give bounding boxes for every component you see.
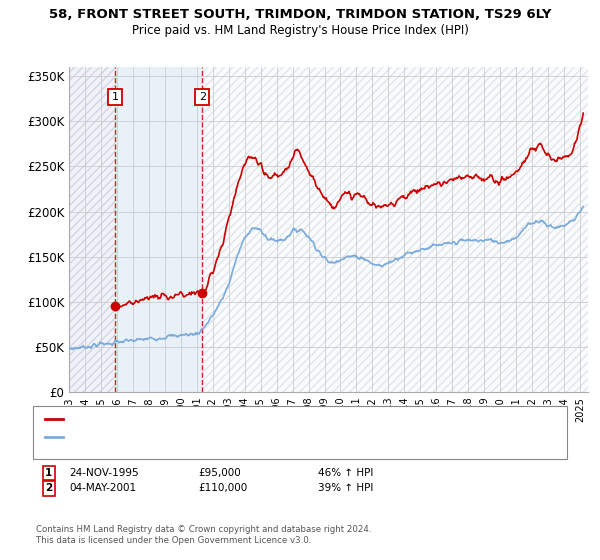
Text: 1: 1: [112, 92, 119, 102]
Text: £110,000: £110,000: [198, 483, 247, 493]
Text: 2: 2: [199, 92, 206, 102]
Text: 24-NOV-1995: 24-NOV-1995: [69, 468, 139, 478]
Text: 2: 2: [45, 483, 52, 493]
Bar: [115, 67, 202, 392]
Text: HPI: Average price, detached house, County Durham: HPI: Average price, detached house, Coun…: [68, 432, 331, 442]
Bar: [69, 67, 115, 392]
Text: Price paid vs. HM Land Registry's House Price Index (HPI): Price paid vs. HM Land Registry's House …: [131, 24, 469, 36]
Bar: [202, 67, 588, 392]
Text: 04-MAY-2001: 04-MAY-2001: [69, 483, 136, 493]
Text: Contains HM Land Registry data © Crown copyright and database right 2024.
This d: Contains HM Land Registry data © Crown c…: [36, 525, 371, 545]
Bar: [115, 67, 202, 392]
Bar: [69, 67, 115, 392]
Text: 1: 1: [45, 468, 52, 478]
Bar: [202, 67, 588, 392]
Text: 39% ↑ HPI: 39% ↑ HPI: [318, 483, 373, 493]
Text: 58, FRONT STREET SOUTH, TRIMDON, TRIMDON STATION, TS29 6LY (detached house): 58, FRONT STREET SOUTH, TRIMDON, TRIMDON…: [68, 414, 493, 424]
Text: £95,000: £95,000: [198, 468, 241, 478]
Text: 58, FRONT STREET SOUTH, TRIMDON, TRIMDON STATION, TS29 6LY: 58, FRONT STREET SOUTH, TRIMDON, TRIMDON…: [49, 8, 551, 21]
Text: 46% ↑ HPI: 46% ↑ HPI: [318, 468, 373, 478]
